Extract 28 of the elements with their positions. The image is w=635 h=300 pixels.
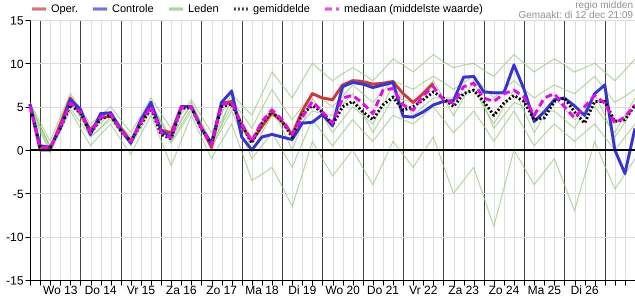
y-tick-label: 5: [16, 100, 24, 114]
y-tick-label: 10: [10, 56, 24, 71]
x-tick-label: Vr 15: [126, 283, 156, 297]
y-tick-label: -5: [12, 186, 24, 201]
y-tick-label: -10: [6, 230, 24, 244]
legend-label: Leden: [188, 3, 219, 15]
x-tick-label: Do 21: [366, 283, 400, 297]
x-tick-label: Za 16: [166, 283, 197, 297]
x-tick-label: Di 26: [570, 283, 599, 297]
y-tick-label: 15: [10, 14, 24, 28]
x-tick-label: Wo 13: [43, 283, 78, 297]
x-tick-label: Za 23: [448, 283, 480, 297]
x-tick-label: Zo 24: [488, 283, 520, 297]
y-tick-label: 0: [16, 144, 24, 158]
x-tick-label: Vr 22: [409, 283, 438, 297]
y-tick-label: -15: [6, 274, 24, 288]
legend-label: Controle: [112, 3, 154, 15]
x-tick-label: Di 19: [288, 283, 317, 297]
x-tick-label: Ma 25: [528, 283, 562, 297]
x-tick-label: Wo 20: [325, 283, 360, 297]
legend-label: gemiddelde: [253, 3, 310, 15]
x-tick-label: Ma 18: [245, 283, 279, 297]
legend-label: mediaan (middelste waarde): [344, 3, 483, 15]
x-tick-label: Do 14: [84, 283, 117, 297]
legend-label: Oper.: [51, 3, 78, 15]
text: regio midden: [575, 0, 633, 11]
annotation: Gemaakt: di 12 dec 21:09: [518, 10, 634, 21]
x-tick-label: Zo 17: [206, 283, 238, 297]
